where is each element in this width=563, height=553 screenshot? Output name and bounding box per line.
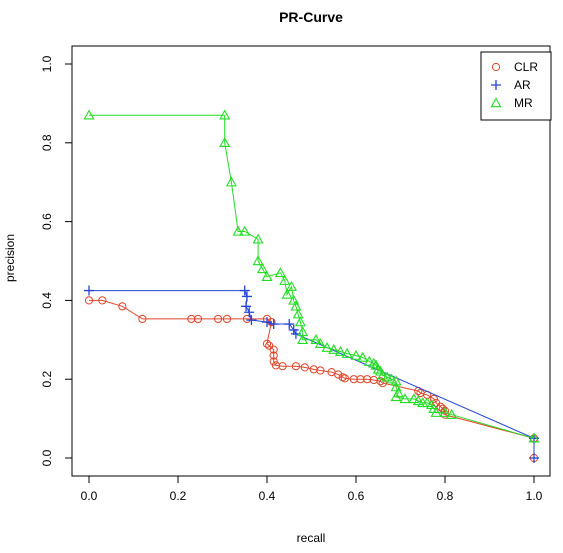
x-tick-label: 0.8	[437, 489, 454, 503]
x-axis-label: recall	[297, 531, 326, 545]
y-tick-label: 0.0	[40, 449, 54, 466]
x-tick-label: 0.6	[348, 489, 365, 503]
y-tick-label: 1.0	[40, 55, 54, 72]
y-tick-label: 0.2	[40, 371, 54, 388]
x-tick-label: 1.0	[526, 489, 543, 503]
x-tick-label: 0.2	[170, 489, 187, 503]
legend-mr-label: MR	[514, 96, 533, 110]
y-axis-label: precision	[3, 234, 17, 282]
y-tick-label: 0.4	[40, 292, 54, 309]
legend-ar-label: AR	[514, 78, 531, 92]
legend-clr-label: CLR	[514, 60, 538, 74]
y-tick-label: 0.8	[40, 134, 54, 151]
y-tick-label: 0.6	[40, 213, 54, 230]
x-tick-label: 0.0	[81, 489, 98, 503]
legend: CLR AR MR	[481, 52, 551, 120]
x-tick-label: 0.4	[259, 489, 276, 503]
chart-title: PR-Curve	[279, 9, 343, 25]
